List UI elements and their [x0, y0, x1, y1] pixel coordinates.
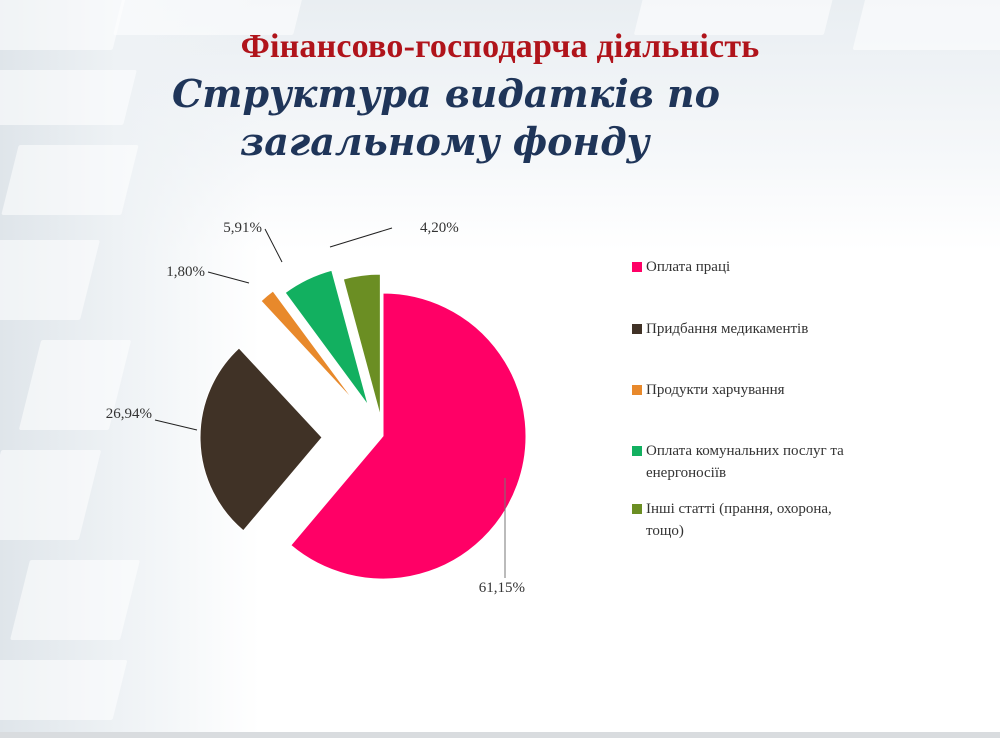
- pie-slices: [199, 269, 527, 580]
- pie-slice-orange: [260, 290, 356, 403]
- data-label: 4,20%: [420, 220, 459, 236]
- pie-slice-olive: [342, 273, 381, 417]
- subtitle-line-2: загальному фонду: [240, 119, 650, 164]
- label-leader-lines: [154, 227, 506, 578]
- slide-subtitle: Структура видатків по загальному фонду: [150, 70, 972, 166]
- legend-item-medykamenty: Придбання медикаментів: [632, 318, 926, 340]
- data-label: 5,91%: [223, 220, 262, 236]
- leader-line: [154, 419, 198, 431]
- slide-bottom-bar: [0, 732, 1000, 738]
- data-label: 61,15%: [479, 580, 525, 596]
- subtitle-line-1: Структура видатків по: [172, 71, 720, 116]
- pie-slice-pink: [290, 292, 527, 580]
- legend-swatch: [632, 262, 642, 272]
- legend-label-cont: енергоносіїв: [646, 465, 727, 481]
- legend-item-produkty: Продукти харчування: [632, 379, 926, 401]
- leader-line: [329, 227, 393, 248]
- pie-slice-brown: [199, 347, 323, 532]
- legend-label: Придбання медикаментів: [646, 321, 809, 337]
- data-labels: 61,15% 26,94% 1,80% 5,91% 4,20%: [106, 220, 525, 596]
- leader-line: [264, 228, 283, 263]
- legend-swatch: [632, 446, 642, 456]
- leader-line: [207, 271, 250, 284]
- legend-swatch: [632, 385, 642, 395]
- legend-label: Продукти харчування: [646, 382, 785, 398]
- pie-slice-green: [284, 269, 369, 406]
- legend-item-oplata-pratsi: Оплата праці: [632, 256, 926, 278]
- legend-label: Інші статті (прання, охорона,: [646, 501, 832, 517]
- legend-label: Оплата комунальних послуг та: [646, 443, 844, 459]
- legend-swatch: [632, 324, 642, 334]
- data-label: 1,80%: [166, 264, 205, 280]
- slide-title: Фінансово-господарча діяльність: [240, 28, 760, 65]
- legend-item-inshi: Інші статті (прання, охорона, тощо): [632, 498, 926, 542]
- legend-label: Оплата праці: [646, 259, 731, 275]
- legend-item-komunalni: Оплата комунальних послуг та енергоносії…: [632, 440, 926, 484]
- legend-label-cont: тощо): [646, 523, 684, 539]
- legend-swatch: [632, 504, 642, 514]
- data-label: 26,94%: [106, 406, 152, 422]
